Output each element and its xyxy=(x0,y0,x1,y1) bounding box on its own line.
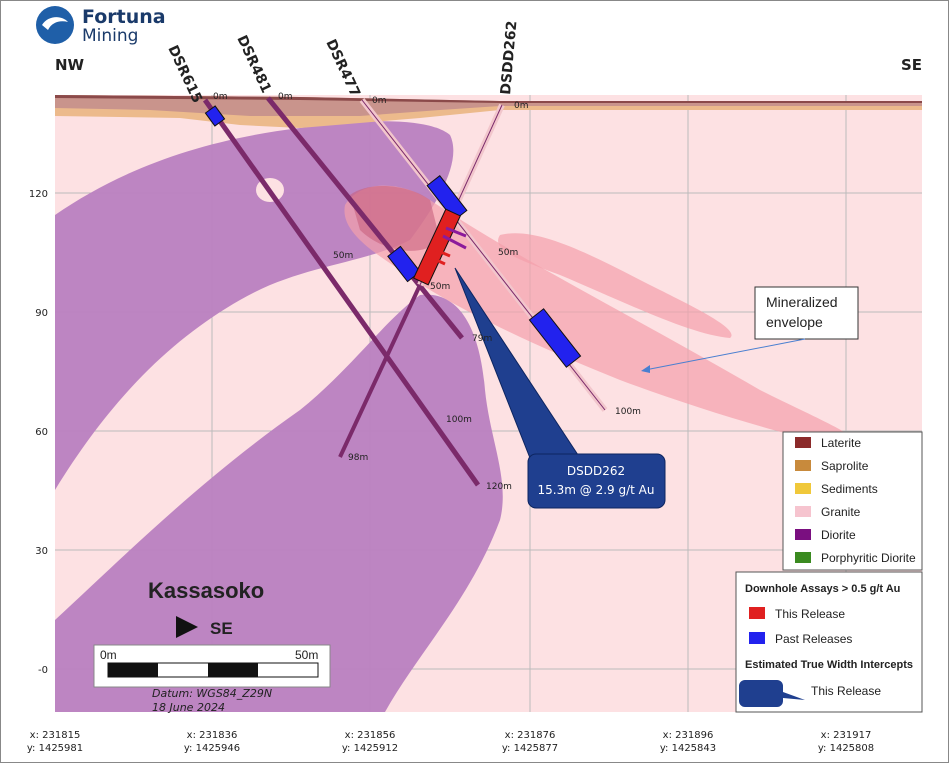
legend-label: Sediments xyxy=(821,482,878,496)
scale-bar-segment xyxy=(108,663,158,677)
y-label: y: 1425843 xyxy=(660,743,716,754)
section-left: NW xyxy=(55,56,85,74)
legend-label: Porphyritic Diorite xyxy=(821,551,916,565)
x-label: x: 231876 xyxy=(505,730,556,741)
direction-arrow xyxy=(176,616,198,638)
legend-title: Downhole Assays > 0.5 g/t Au xyxy=(745,583,900,595)
legend-label: This Release xyxy=(775,607,845,621)
arrow-head xyxy=(641,365,650,373)
logo-swoosh xyxy=(42,17,68,30)
logo-line2: Mining xyxy=(82,26,138,46)
assay-tick xyxy=(445,226,467,238)
legend-swatch xyxy=(795,529,811,540)
assay-tick xyxy=(431,256,446,266)
depth-label: 98m xyxy=(348,453,368,463)
legend-label: Past Releases xyxy=(775,632,852,646)
depth-label: 79m xyxy=(472,334,492,344)
y-label: 60 xyxy=(35,427,48,438)
annotation-box xyxy=(754,286,859,340)
depth-label: 120m xyxy=(486,482,512,492)
legend-swatch xyxy=(749,607,765,619)
callout-intercept: 15.3m @ 2.9 g/t Au xyxy=(538,483,655,497)
past-intercept xyxy=(528,308,582,368)
annotation-line1: Mineralized xyxy=(766,294,838,310)
laterite xyxy=(55,95,922,103)
y-label: y: 1425946 xyxy=(184,743,240,754)
x-label: x: 231815 xyxy=(30,730,81,741)
mineralized-envelope xyxy=(344,185,862,450)
depth-label: 50m xyxy=(430,282,450,292)
location-direction: SE xyxy=(210,619,233,638)
legend-label: Diorite xyxy=(821,528,856,542)
y-label: y: 1425981 xyxy=(27,743,83,754)
depth-label: 100m xyxy=(615,407,641,417)
annotation-arrow xyxy=(644,338,806,371)
scale-start: 0m xyxy=(100,648,117,662)
legend-label: Saprolite xyxy=(821,459,869,473)
drillhole-trace xyxy=(266,96,464,340)
legend-label: This Release xyxy=(811,684,881,698)
legend-swatch xyxy=(739,680,805,707)
depth-label: 100m xyxy=(446,415,472,425)
y-label: -0 xyxy=(38,665,48,676)
x-label: x: 231917 xyxy=(821,730,872,741)
legend-swatch xyxy=(795,483,811,494)
logo-mark xyxy=(36,6,74,44)
scale-bar-segment xyxy=(208,663,258,677)
x-label: x: 231896 xyxy=(663,730,714,741)
depth-label: 50m xyxy=(333,251,353,261)
past-intercept xyxy=(426,175,468,221)
callout-box xyxy=(527,453,666,509)
datum: Datum: WGS84_Z29N xyxy=(152,687,272,700)
assay-tick xyxy=(442,234,467,250)
y-label: y: 1425808 xyxy=(818,743,874,754)
assay-ticks xyxy=(431,248,451,266)
y-label: 30 xyxy=(35,546,48,557)
depth-label: 50m xyxy=(498,248,518,258)
legend-label: Granite xyxy=(821,505,861,519)
lithology-legend xyxy=(782,431,923,571)
scale-end: 50m xyxy=(295,648,318,662)
legend-title: Estimated True Width Intercepts xyxy=(745,659,913,671)
depth-label: 0m xyxy=(514,101,529,111)
mineralized-core xyxy=(350,185,440,251)
depth-label: 0m xyxy=(278,92,293,102)
depth-label: 0m xyxy=(213,92,228,102)
date: 18 June 2024 xyxy=(152,701,225,714)
drillhole-trace xyxy=(202,98,481,487)
location-name: Kassasoko xyxy=(148,578,264,603)
past-intercept xyxy=(204,105,226,127)
annotation-line2: envelope xyxy=(766,314,823,330)
legend-swatch xyxy=(795,506,811,517)
diorite-body xyxy=(55,294,503,712)
legend-swatch xyxy=(749,632,765,644)
legend-swatch xyxy=(795,552,811,563)
legend-label: Laterite xyxy=(821,436,861,450)
legend-swatch xyxy=(795,460,811,471)
y-label: y: 1425912 xyxy=(342,743,398,754)
drillhole-trace xyxy=(338,284,422,458)
y-label: y: 1425877 xyxy=(502,743,558,754)
y-label: 90 xyxy=(35,308,48,319)
hole-name: DSDD262 xyxy=(498,20,520,95)
x-label: x: 231856 xyxy=(345,730,396,741)
legend-swatch xyxy=(795,437,811,448)
x-label: x: 231836 xyxy=(187,730,238,741)
section-right: SE xyxy=(901,56,922,74)
x-axis: x: 231815 y: 1425981 x: 231836 y: 142594… xyxy=(27,730,874,754)
depth-label: 0m xyxy=(372,96,387,106)
logo-line1: Fortuna xyxy=(82,6,166,28)
assay-ticks xyxy=(442,226,467,250)
mineralized-envelope xyxy=(498,233,732,338)
callout-hole: DSDD262 xyxy=(567,464,625,478)
assay-tick xyxy=(435,248,451,258)
y-label: 120 xyxy=(29,189,48,200)
